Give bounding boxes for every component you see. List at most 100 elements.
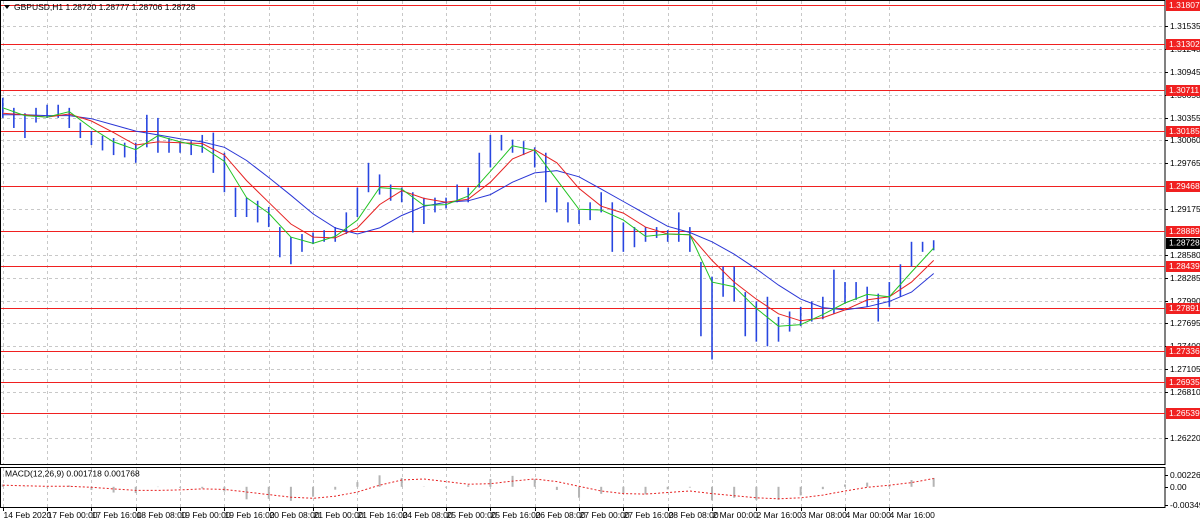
y-tick-label: 1.27400 [1170,341,1200,351]
level-label-bg [1166,126,1200,137]
level-label-bg [1166,408,1200,419]
level-label: 1.28889 [1169,226,1200,236]
x-tick-label: 27 Feb 16:00 [624,510,674,520]
x-tick-label: 26 Feb 08:00 [536,510,586,520]
last-price-bg [1166,237,1200,249]
macd-bar [578,486,581,498]
macd-bar [910,480,913,487]
y-tick-label: 1.26220 [1170,433,1200,443]
x-tick-label: 18 Feb 08:00 [137,510,187,520]
macd-signal [2,478,934,500]
macd-bar [733,486,736,498]
macd-bar [179,486,182,488]
level-label: 1.26935 [1169,377,1200,387]
level-label-bg [1166,377,1200,388]
macd-bar [90,486,93,490]
price-panel-frame [0,0,1166,465]
level-label-bg [1166,39,1200,50]
macd-bar [378,475,381,487]
y-tick-label: 1.31535 [1170,21,1200,31]
last-price-label: 1.28728 [1169,238,1200,248]
level-label: 1.30711 [1169,85,1199,95]
level-label-bg [1166,261,1200,272]
macd-bar [799,486,802,496]
macd-bar [400,477,403,487]
moving-average [2,107,935,327]
macd-bar [600,486,603,494]
y-tick-label: 1.29175 [1170,204,1200,214]
macd-bar [267,486,270,499]
level-label: 1.26539 [1169,408,1200,418]
y-tick-label: 1.29765 [1170,158,1200,168]
macd-bar [68,485,71,487]
level-label-bg [1166,85,1200,96]
macd-bar [489,478,492,487]
level-label-bg [1166,0,1200,11]
x-tick-label: 21 Feb 00:00 [314,510,364,520]
level-label: 1.28439 [1169,261,1200,271]
x-tick-label: 28 Feb 08:00 [669,510,719,520]
x-tick-label: 20 Feb 08:00 [270,510,320,520]
level-label: 1.29468 [1169,181,1200,191]
level-label-bg [1166,181,1200,192]
macd-bar [644,486,647,495]
y-tick-label: 1.27105 [1170,364,1200,374]
moving-average [2,114,935,311]
x-tick-label: 25 Feb 00:00 [447,510,497,520]
macd-bar [312,486,315,497]
level-label-bg [1166,303,1200,314]
x-tick-label: 17 Feb 00:00 [48,510,98,520]
macd-bar [777,486,780,500]
level-label-bg [1166,346,1200,357]
level-label: 1.27891 [1169,303,1200,313]
macd-bar [844,484,847,487]
y-tick-label: 1.26810 [1170,387,1200,397]
macd-bar [356,482,359,487]
x-tick-label: 24 Feb 08:00 [403,510,453,520]
macd-bar [445,486,448,488]
x-tick-label: 17 Feb 16:00 [92,510,142,520]
macd-bar [46,486,49,488]
x-tick-label: 19 Feb 16:00 [225,510,275,520]
y-tick-label: 0.00 [1170,482,1187,492]
level-label: 1.27336 [1169,346,1200,356]
y-tick-label: 1.27990 [1170,296,1200,306]
level-label-bg [1166,226,1200,237]
x-tick-label: 27 Feb 00:00 [580,510,630,520]
macd-bar [688,486,691,488]
x-tick-label: 2 Mar 16:00 [757,510,803,520]
macd-bar [201,486,204,489]
chart-title: GBPUSD,H1 1.28720 1.28777 1.28706 1.2872… [14,2,196,12]
macd-bar [1,484,4,487]
y-tick-label: -0.00349 [1170,500,1200,510]
macd-bar [245,486,248,500]
menu-icon[interactable] [4,5,10,9]
macd-bar [622,486,625,494]
macd-title: MACD(12,26,9) 0.001718 0.001768 [5,468,140,478]
macd-bar [334,486,337,490]
level-label: 1.30185 [1169,126,1200,136]
macd-bar [932,477,935,487]
x-tick-label: 3 Mar 08:00 [802,510,848,520]
macd-bar [467,485,470,487]
y-tick-label: 1.30945 [1170,67,1200,77]
macd-bar [711,486,714,501]
macd-bar [821,486,824,490]
y-tick-label: 1.27695 [1170,318,1200,328]
macd-bar [112,486,115,493]
x-tick-label: 25 Feb 16:00 [491,510,541,520]
macd-bar [866,482,869,487]
macd-bar [666,486,669,490]
macd-bar [888,485,891,487]
y-tick-label: 1.30355 [1170,113,1200,123]
macd-bar [755,486,758,501]
y-tick-label: 0.002262 [1170,470,1200,480]
y-tick-label: 1.30060 [1170,135,1200,145]
macd-bar [533,479,536,487]
x-tick-label: 21 Feb 16:00 [358,510,408,520]
y-tick-label: 1.28285 [1170,273,1200,283]
x-tick-label: 19 Feb 00:00 [181,510,231,520]
